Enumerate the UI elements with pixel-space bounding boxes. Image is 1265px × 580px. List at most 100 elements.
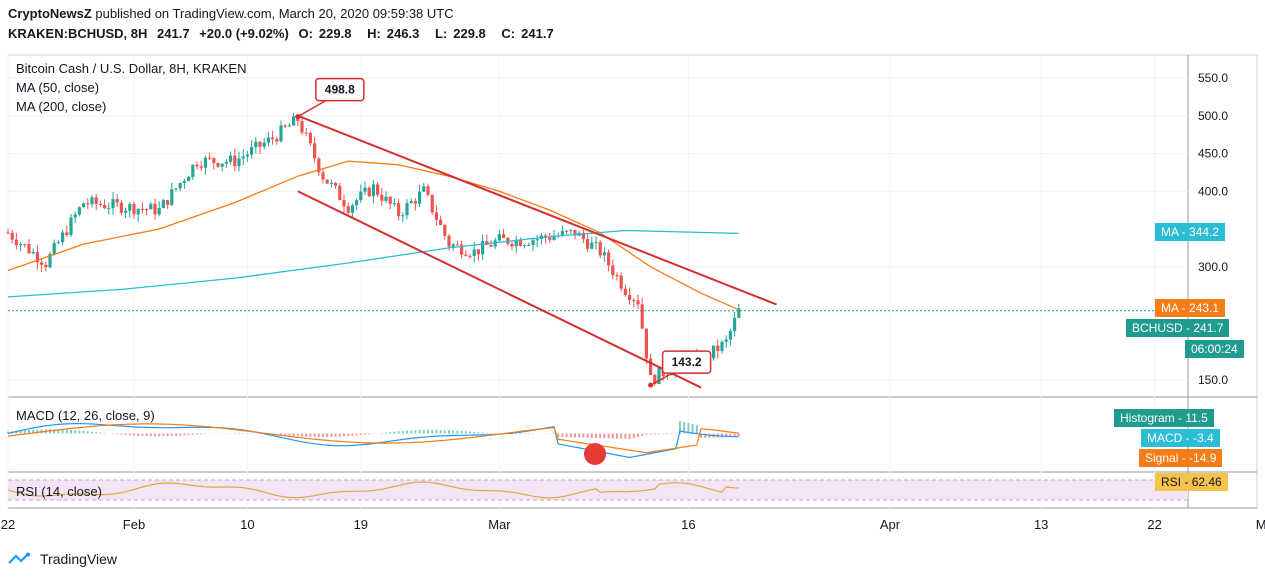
candle-body bbox=[388, 196, 392, 204]
candle-body bbox=[304, 132, 308, 134]
brand-label: TradingView bbox=[40, 551, 118, 567]
candle-body bbox=[623, 288, 627, 295]
macd-histogram-bar bbox=[645, 433, 648, 435]
candle-body bbox=[430, 194, 434, 213]
macd-histogram-bar bbox=[292, 433, 295, 436]
candle-body bbox=[468, 255, 472, 257]
candle-body bbox=[14, 239, 18, 246]
ma200-legend: MA (200, close) bbox=[16, 99, 107, 114]
candle-body bbox=[27, 244, 31, 254]
candle-body bbox=[128, 203, 132, 211]
macd-histogram-bar bbox=[477, 432, 480, 434]
candle-body bbox=[632, 299, 636, 301]
x-tick-label: 22 bbox=[1147, 517, 1161, 532]
chart-title: Bitcoin Cash / U.S. Dollar, 8H, KRAKEN bbox=[16, 61, 247, 76]
x-tick-label: 22 bbox=[1, 517, 15, 532]
macd-histogram-bar bbox=[53, 429, 56, 434]
x-tick-label: 13 bbox=[1034, 517, 1048, 532]
macd-histogram-bar bbox=[305, 433, 308, 437]
candle-body bbox=[329, 182, 333, 184]
macd-histogram-bar bbox=[393, 431, 396, 434]
candle-body bbox=[434, 212, 438, 220]
candle-body bbox=[573, 229, 577, 236]
candle-body bbox=[287, 125, 291, 127]
macd-histogram-bar bbox=[469, 431, 471, 434]
high-value: H: 246.3 bbox=[367, 26, 420, 41]
candle-body bbox=[40, 262, 44, 265]
countdown-tag: 06:00:24 bbox=[1185, 340, 1244, 358]
candle-body bbox=[523, 245, 527, 247]
macd-histogram-bar bbox=[431, 429, 434, 434]
macd-histogram-bar bbox=[582, 433, 585, 438]
macd-histogram-bar bbox=[15, 430, 18, 434]
macd-histogram-bar bbox=[704, 433, 707, 438]
candle-body bbox=[728, 330, 732, 340]
candle-body bbox=[250, 147, 254, 155]
candle-body bbox=[737, 308, 741, 318]
candle-body bbox=[283, 125, 287, 127]
candle-body bbox=[510, 243, 514, 247]
macd-histogram-bar bbox=[196, 433, 198, 435]
candle-body bbox=[258, 141, 262, 147]
candle-body bbox=[367, 187, 371, 197]
macd-histogram-bar bbox=[460, 431, 463, 434]
low-value: L: 229.8 bbox=[434, 26, 486, 41]
candle-body bbox=[371, 184, 375, 197]
macd-histogram-bar bbox=[338, 433, 341, 437]
macd-histogram-bar bbox=[187, 433, 190, 436]
candle-body bbox=[308, 132, 312, 144]
candle-body bbox=[640, 304, 644, 329]
candle-body bbox=[607, 252, 611, 266]
macd-histogram-bar bbox=[57, 429, 60, 434]
candle-body bbox=[157, 207, 161, 215]
ma50-line bbox=[7, 160, 740, 311]
candle-body bbox=[598, 242, 602, 256]
candle-body bbox=[77, 207, 81, 215]
candle-body bbox=[384, 196, 388, 201]
macd-histogram-bar bbox=[380, 432, 383, 434]
candle-body bbox=[199, 166, 203, 168]
macd-histogram-bar bbox=[330, 433, 333, 437]
macd-histogram-bar bbox=[725, 433, 728, 438]
trend-line-lower bbox=[297, 190, 702, 389]
macd-histogram-bar bbox=[137, 433, 140, 436]
macd-histogram-bar bbox=[7, 431, 9, 434]
macd-histogram-bar bbox=[385, 432, 387, 434]
ma50-price-tag: MA - 243.1 bbox=[1155, 299, 1226, 317]
candle-body bbox=[602, 252, 606, 256]
candle-body bbox=[355, 200, 359, 206]
macd-histogram-bar bbox=[452, 430, 455, 434]
macd-histogram-bar bbox=[170, 433, 173, 436]
rsi-line bbox=[7, 481, 739, 499]
tradingview-footer[interactable]: TradingView bbox=[8, 551, 117, 567]
callout-label: 498.8 bbox=[325, 83, 355, 97]
candle-body bbox=[174, 188, 178, 190]
candle-body bbox=[489, 245, 493, 247]
candle-body bbox=[31, 252, 35, 254]
macd-histogram-bar bbox=[439, 429, 442, 434]
macd-histogram-bar bbox=[397, 431, 400, 434]
candle-body bbox=[90, 197, 94, 205]
macd-histogram-bar bbox=[326, 433, 329, 438]
candle-body bbox=[170, 189, 174, 205]
macd-histogram-bar bbox=[32, 429, 35, 434]
macd-histogram-bar bbox=[435, 429, 438, 434]
macd-histogram-bar bbox=[611, 433, 614, 439]
callout-box bbox=[315, 77, 365, 102]
macd-histogram-bar bbox=[733, 433, 736, 437]
macd-highlight-marker bbox=[584, 443, 606, 465]
candle-body bbox=[380, 194, 384, 201]
candle-body bbox=[161, 200, 165, 208]
ma50-legend: MA (50, close) bbox=[16, 80, 100, 95]
candle-body bbox=[455, 244, 459, 246]
candle-body bbox=[254, 141, 258, 148]
candle-body bbox=[44, 264, 48, 268]
macd-histogram-bar bbox=[616, 433, 618, 439]
macd-histogram-bar bbox=[666, 433, 669, 435]
candle-body bbox=[733, 317, 737, 331]
macd-histogram-bar bbox=[653, 433, 656, 435]
candle-body bbox=[73, 214, 77, 218]
macd-histogram-bar bbox=[418, 430, 421, 434]
candle-body bbox=[132, 203, 136, 215]
